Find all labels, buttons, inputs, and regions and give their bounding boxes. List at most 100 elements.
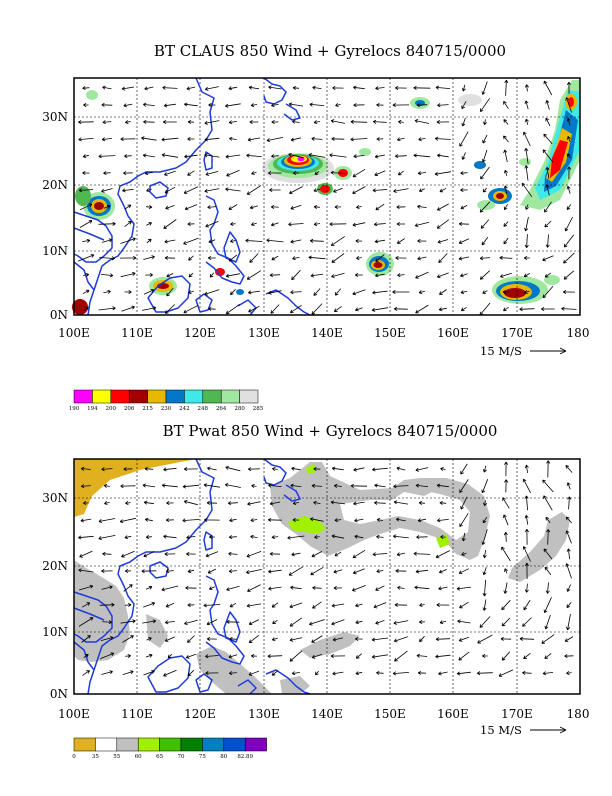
panel2-colorbar-swatch <box>137 737 160 752</box>
panel2-colorbar-label: 82.89 <box>237 754 253 760</box>
panel2-wind-vector <box>438 569 447 574</box>
panel2-wind-vector <box>440 467 446 471</box>
panel1-wind-vector <box>335 103 341 107</box>
panel2-wind-vector <box>143 551 155 558</box>
panel1-cloud-cluster-scs <box>72 90 531 315</box>
panel2-colorbar-swatch <box>223 737 246 752</box>
panel1-wind-vector <box>439 187 447 193</box>
panel2-wind-vector <box>311 483 323 488</box>
panel1-wind-vector <box>356 255 362 261</box>
panel2-wind-vector <box>461 532 466 542</box>
panel1-wind-vector <box>355 307 363 312</box>
panel2-wind-vector <box>183 467 198 472</box>
panel1-wind-vector <box>460 306 467 312</box>
panel1-wind-vector <box>207 255 216 261</box>
panel2-wind-vector <box>458 636 469 642</box>
panel1-colorbar-swatch <box>92 389 112 404</box>
panel2-wind-vector <box>524 464 529 474</box>
panel2-wind-vector <box>124 535 132 540</box>
panel1-wind-vector <box>313 222 321 227</box>
panel2-wind-vector <box>228 569 237 574</box>
panel1-wind-vector <box>460 290 468 295</box>
panel2-wind-vector <box>182 484 200 489</box>
panel2-colorbar-swatch <box>159 737 182 752</box>
panel2-x-axis: 100E 110E 120E 130E 140E 150E 160E 170E … <box>58 707 589 721</box>
panel2-wind-vector <box>501 599 511 611</box>
panel2-wind-vector <box>311 654 323 659</box>
panel2-wind-vector <box>292 517 300 523</box>
panel1-wind-vector <box>544 272 552 278</box>
panel1-wind-vector <box>460 273 468 278</box>
panel2-wind-vector <box>565 563 572 579</box>
panel1-wind-vector <box>83 102 89 108</box>
panel1-wind-vector <box>565 97 572 113</box>
panel1-wind-vector <box>163 170 176 176</box>
panel2-wind-vector <box>203 483 221 488</box>
panel1-wind-vector <box>248 305 260 313</box>
panel2-wind-vector <box>482 567 487 576</box>
panel2-wind-vector <box>519 636 535 641</box>
panel1-wind-vector <box>519 307 535 312</box>
panel1-wind-vector <box>246 270 262 280</box>
panel2-wind-vector <box>163 534 177 539</box>
panel1-wind-vector <box>249 205 259 210</box>
panel2-wind-vector <box>565 530 572 544</box>
panel2-wind-vector <box>504 568 508 574</box>
panel2-wind-vector <box>477 634 493 644</box>
panel2-wind-vector <box>208 586 215 590</box>
panel1-y-tick-0n: 0N <box>50 308 68 322</box>
panel1-colorbar-label: 230 <box>161 406 172 412</box>
panel1-wind-vector <box>82 170 90 176</box>
panel1-wind-vector <box>230 221 236 227</box>
panel2-wind-vector <box>250 534 258 539</box>
panel1-wind-vector <box>394 154 407 159</box>
panel1-wind-vector <box>162 85 178 90</box>
panel1-colorbar-swatch <box>73 389 93 404</box>
panel2-wind-vector <box>436 602 450 607</box>
panel2-wind-vector <box>99 602 115 607</box>
panel1-wind-vector <box>524 234 529 249</box>
panel1-wind-vector <box>398 119 404 125</box>
panel1-wind-vector <box>121 305 135 312</box>
panel2-wind-vector <box>185 653 196 659</box>
panel2-wind-vector <box>312 585 322 590</box>
panel2-wind-vector <box>375 585 385 591</box>
panel2-wind-vector <box>227 501 238 506</box>
panel2-wind-vector <box>436 483 449 488</box>
panel2-pwat-green-3 <box>436 534 450 548</box>
panel1-wind-vector <box>313 288 321 296</box>
panel2-wind-vector <box>374 483 386 488</box>
panel1-wind-vector <box>503 185 508 195</box>
panel2-colorbar-label: 60 <box>135 754 142 760</box>
panel2-wind-vector <box>141 569 157 574</box>
panel1-colorbar-label: 264 <box>216 406 227 412</box>
panel1-wind-vector <box>545 117 551 127</box>
panel2-wind-vector <box>185 585 197 590</box>
panel1-wind-vector <box>209 272 215 278</box>
panel1-wind-vector <box>292 119 300 124</box>
panel1-colorbar-swatch <box>239 389 259 404</box>
panel1-wind-vector <box>290 204 302 210</box>
panel1-wind-vector <box>188 255 194 261</box>
panel2-wind-vector <box>207 568 217 574</box>
panel1-wind-vector <box>143 102 155 107</box>
panel1-wind-vector <box>460 187 468 193</box>
panel2-wind-vector <box>544 566 552 576</box>
panel2-wind-vector <box>291 671 300 676</box>
panel1-wind-vector <box>417 238 427 244</box>
panel1-wind-vector <box>228 86 238 91</box>
panel1-wind-vector <box>461 117 466 127</box>
panel1-wind-vector <box>83 272 90 278</box>
panel1-wind-vector <box>413 153 431 158</box>
panel1-wind-vector <box>482 134 488 144</box>
panel2-wind-vector <box>437 518 449 523</box>
panel1-wind-vector <box>481 236 489 246</box>
panel1-wind-vector <box>289 186 303 195</box>
panel2-wind-vector <box>546 460 551 478</box>
panel1-wind-vector <box>183 237 199 245</box>
panel1-wind-vector <box>78 137 94 142</box>
panel2-wind-vector <box>352 549 366 559</box>
panel2-wind-vector <box>397 585 405 590</box>
panel2-wind-vector <box>81 602 91 608</box>
